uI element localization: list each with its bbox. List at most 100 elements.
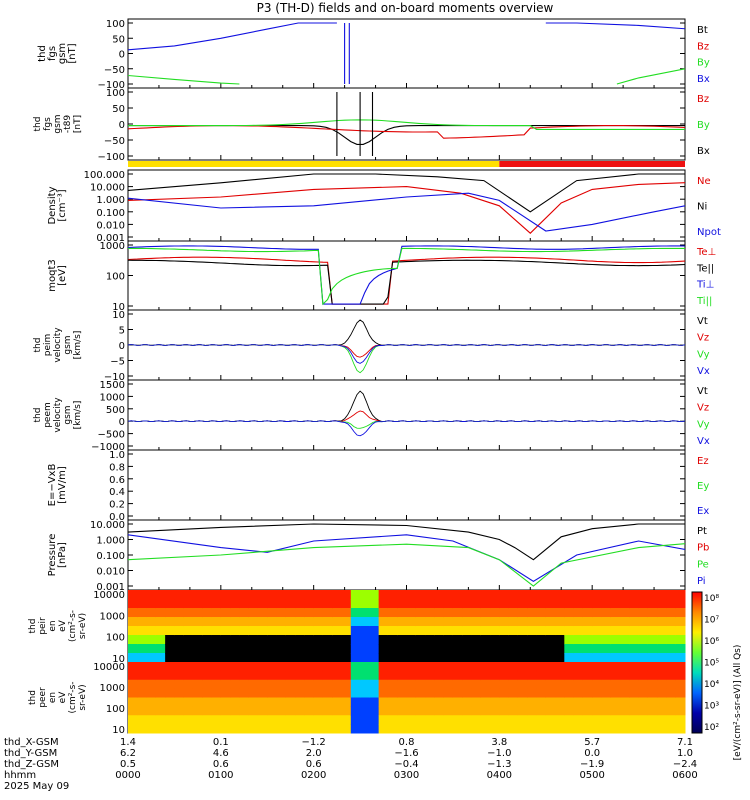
spectrogram-cell	[527, 635, 537, 645]
spectrogram-cell	[192, 617, 203, 627]
spectrogram-cell	[647, 679, 658, 690]
spectrogram-cell	[350, 644, 361, 654]
spectrogram-cell	[146, 653, 157, 663]
y-axis-label: [km/s]	[73, 331, 83, 360]
spectrogram-cell	[434, 724, 445, 734]
legend-entry: Vx	[697, 436, 710, 447]
spectrogram-cell	[155, 590, 166, 600]
spectrogram-cell	[267, 679, 278, 690]
spectrogram-cell	[332, 644, 343, 654]
spectrogram-cell	[536, 653, 547, 663]
spectrogram-cell	[341, 662, 352, 672]
series-by-t89	[128, 119, 685, 130]
spectrogram-cell	[434, 706, 445, 716]
spectrogram-cell	[387, 590, 398, 600]
spectrogram-cell	[350, 617, 361, 627]
x-tick-value: 1.4	[120, 737, 136, 748]
spectrogram-cell	[257, 599, 268, 609]
spectrogram-cell	[360, 608, 370, 618]
y-axis-label: peem	[43, 402, 53, 428]
y-axis-label: [eV]	[57, 265, 68, 286]
spectrogram-cell	[675, 715, 686, 725]
spectrogram-cell	[555, 590, 565, 600]
spectrogram-cell	[434, 635, 445, 645]
spectrogram-cell	[295, 670, 305, 681]
spectrogram-cell	[582, 715, 593, 725]
spectrogram-cell	[462, 706, 472, 716]
y-tick-label: 1000	[100, 241, 125, 252]
spectrogram-cell	[527, 688, 537, 698]
spectrogram-cell	[638, 590, 649, 600]
spectrogram-cell	[499, 590, 510, 600]
series-npot	[128, 192, 685, 232]
spectrogram-cell	[471, 662, 482, 672]
spectrogram-cell	[610, 670, 621, 681]
spectrogram-cell	[582, 599, 593, 609]
spectrogram-cell	[369, 697, 380, 707]
spectrogram-cell	[369, 644, 380, 654]
spectrogram-cell	[267, 653, 278, 663]
spectrogram-cell	[248, 679, 259, 690]
spectrogram-cell	[257, 590, 268, 600]
spectrogram-cell	[629, 599, 640, 609]
spectrogram-cell	[350, 608, 361, 618]
spectrogram-cell	[248, 653, 259, 663]
colorbar-tick-label: 10⁸	[704, 594, 719, 604]
spectrogram-cell	[165, 635, 175, 645]
y-axis-label: fgs	[43, 117, 53, 131]
spectrogram-cell	[146, 617, 157, 627]
spectrogram-cell	[202, 626, 213, 636]
y-axis-label: moqt3	[47, 259, 58, 292]
spectrogram-cell	[350, 670, 361, 681]
spectrogram-cell	[304, 679, 315, 690]
spectrogram-cell	[230, 724, 240, 734]
spectrogram-cell	[220, 626, 231, 636]
spectrogram-cell	[415, 688, 426, 698]
spectrogram-cell	[582, 590, 593, 600]
spectrogram-cell	[536, 670, 547, 681]
spectrogram-cell	[341, 644, 352, 654]
spectrogram-cell	[202, 679, 213, 690]
spectrogram-cell	[332, 706, 343, 716]
spectrogram-cell	[657, 715, 667, 725]
spectrogram-cell	[387, 617, 398, 627]
spectrogram-cell	[425, 617, 435, 627]
spectrogram-cell	[165, 662, 175, 672]
spectrogram-cell	[601, 724, 612, 734]
spectrogram-cell	[629, 644, 640, 654]
spectrogram-cell	[276, 724, 287, 734]
spectrogram-cell	[657, 653, 667, 663]
spectrogram-cell	[452, 590, 463, 600]
spectrogram-cell	[267, 662, 278, 672]
spectrogram-cell	[666, 644, 677, 654]
panel-frame	[127, 379, 686, 451]
spectrogram-cell	[397, 635, 407, 645]
spectrogram-cell	[295, 706, 305, 716]
spectrogram-cell	[341, 688, 352, 698]
legend-entry: Ex	[697, 506, 709, 517]
spectrogram-cell	[443, 590, 454, 600]
spectrogram-cell	[360, 626, 370, 636]
spectrogram-cell	[137, 617, 148, 627]
spectrogram-cell	[675, 599, 686, 609]
spectrogram-cell	[248, 626, 259, 636]
spectrogram-cell	[322, 697, 333, 707]
spectrogram-cell	[545, 697, 556, 707]
y-tick-label: 50	[112, 104, 125, 115]
x-tick-value: 0200	[301, 770, 326, 781]
spectrogram-cell	[192, 662, 203, 672]
spectrogram-cell	[239, 644, 250, 654]
status-bar-yellow	[128, 161, 500, 167]
spectrogram-cell	[508, 599, 519, 609]
spectrogram-cell	[295, 590, 305, 600]
spectrogram-cell	[378, 626, 389, 636]
spectrogram-cell	[360, 670, 370, 681]
spectrogram-cell	[490, 617, 500, 627]
plot-title: P3 (TH-D) fields and on-board moments ov…	[257, 1, 554, 15]
colorbar-label: [eV/(cm²-s-sr-eV)] (All Qs)	[733, 645, 743, 761]
spectrogram-cell	[499, 662, 510, 672]
spectrogram-cell	[545, 724, 556, 734]
legend-entry: Ez	[697, 456, 709, 467]
spectrogram-cell	[434, 617, 445, 627]
spectrogram-cell	[499, 706, 510, 716]
